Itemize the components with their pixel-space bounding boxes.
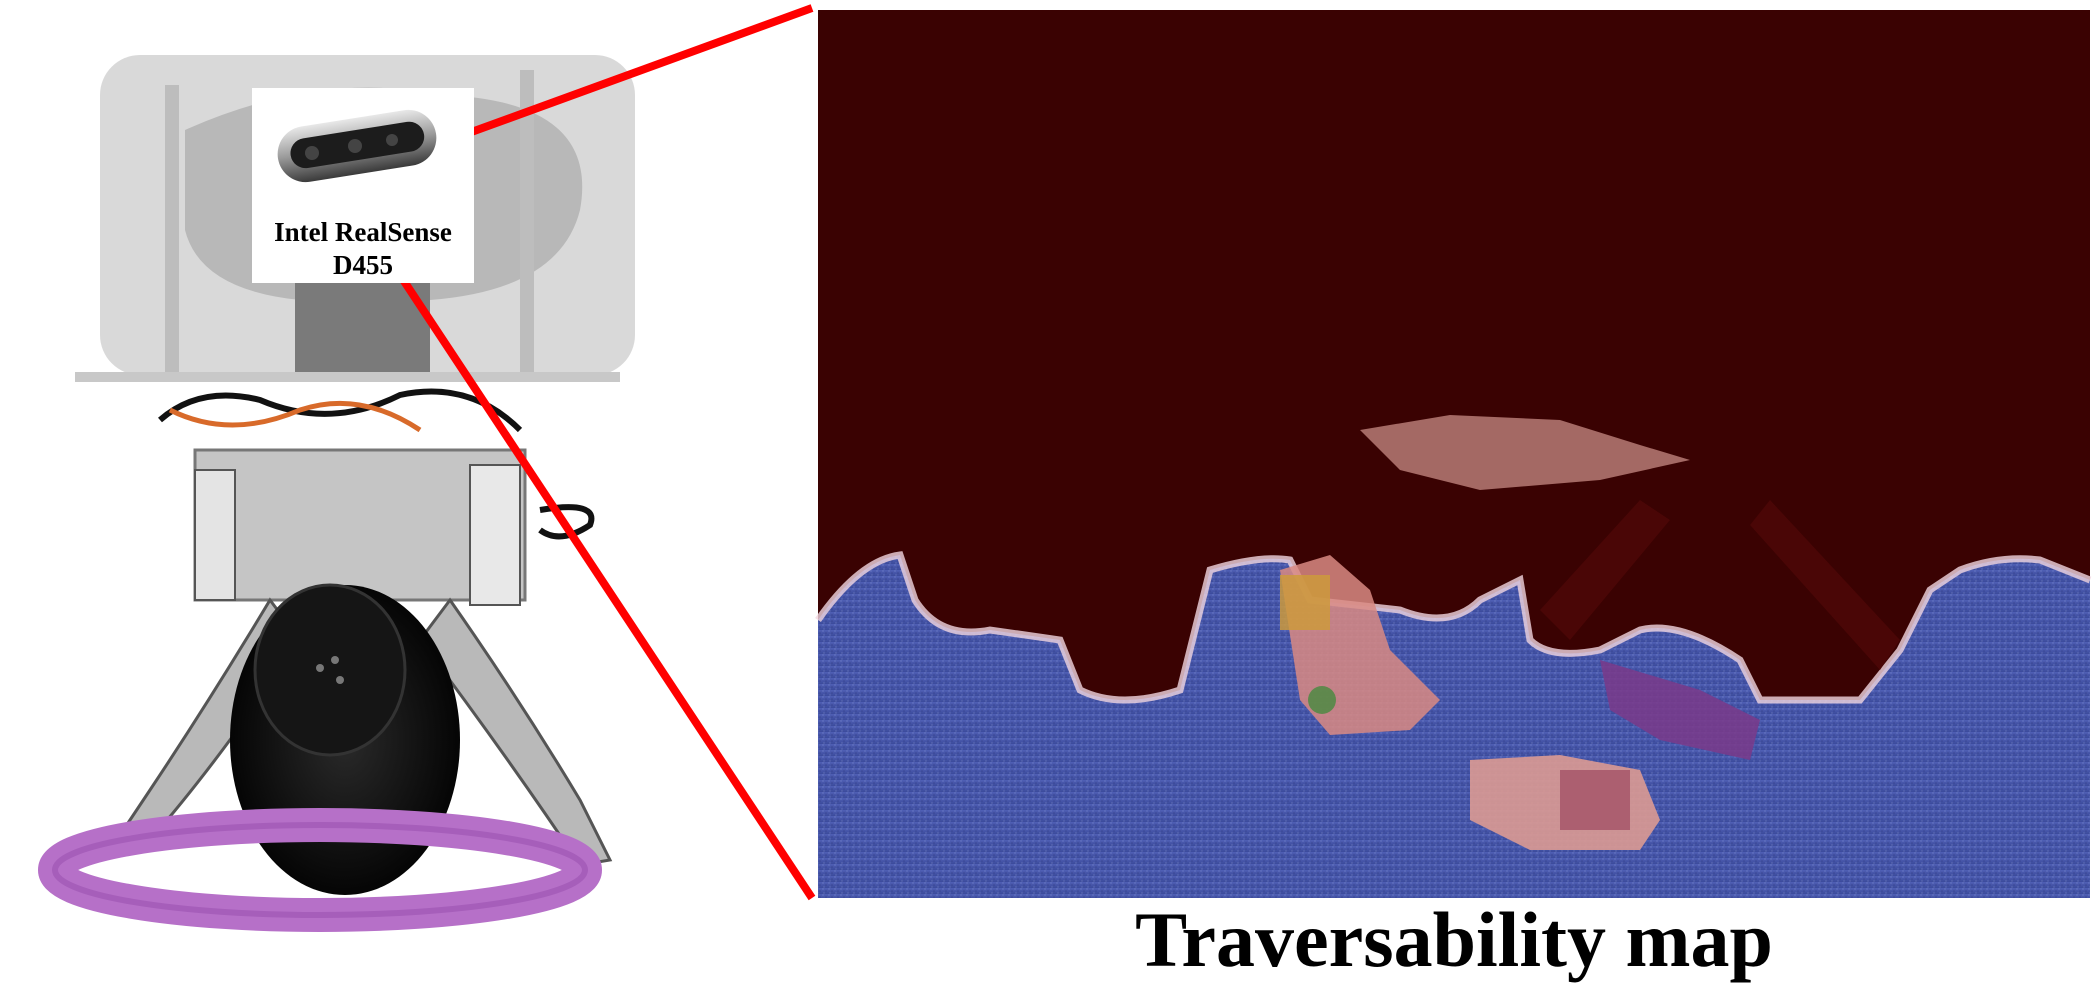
obstacle-box-yellow xyxy=(1280,575,1330,630)
camera-callout: Intel RealSense D455 xyxy=(252,88,474,283)
map-caption: Traversability map xyxy=(1135,896,1773,983)
region-boundary xyxy=(815,551,2092,704)
housing-frame-left xyxy=(165,85,179,375)
wire-orange xyxy=(168,400,422,433)
wire-loop xyxy=(538,504,595,540)
traversable-floor-region xyxy=(818,555,2090,898)
obstacle-book xyxy=(1560,770,1630,830)
obstacle-purple-box xyxy=(1600,660,1760,760)
hub-dot xyxy=(316,664,324,672)
housing-frame-right xyxy=(520,70,534,375)
battery-left xyxy=(194,469,236,601)
obstacle-green xyxy=(1308,686,1336,714)
connector-line-top xyxy=(453,4,814,142)
top-plate xyxy=(75,372,620,382)
battery-right xyxy=(469,464,521,606)
motor-hub xyxy=(253,583,407,757)
depth-camera-icon xyxy=(277,109,437,183)
camera-label-line1: Intel RealSense xyxy=(274,217,452,247)
hub-dot xyxy=(336,676,344,684)
connector-line-bottom xyxy=(396,272,816,901)
obstacle-bar-right xyxy=(1750,500,1900,670)
bumper-ring-shade xyxy=(52,822,588,918)
traversability-map xyxy=(815,10,2092,898)
obstacle-far xyxy=(1360,415,1690,490)
camera-label-line2: D455 xyxy=(333,250,393,280)
wire-bundle xyxy=(158,388,523,433)
hub-dot xyxy=(331,656,339,664)
robot-illustration xyxy=(38,55,635,932)
obstacle-bar-left xyxy=(1540,500,1670,640)
